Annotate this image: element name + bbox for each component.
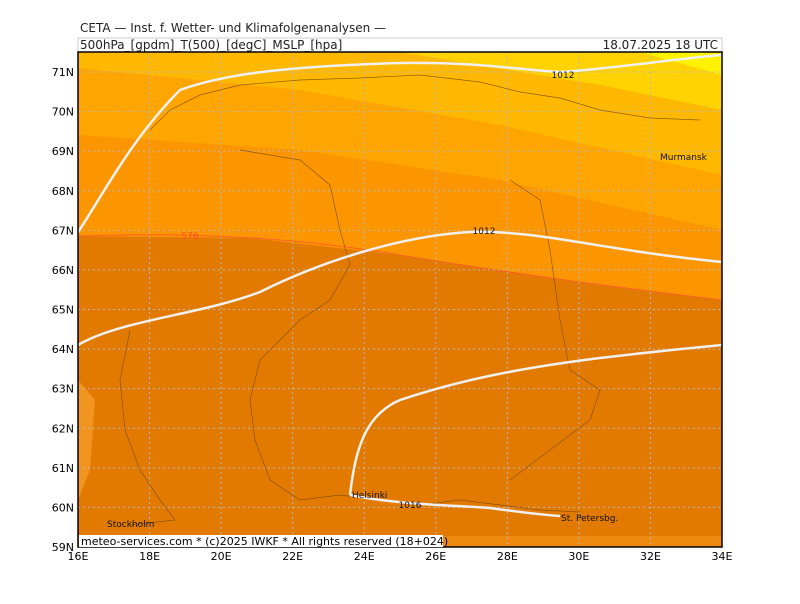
lon-label: 16E bbox=[68, 550, 89, 563]
footer: meteo-services.com * (c)2025 IWKF * All … bbox=[81, 535, 448, 548]
lon-label: 24E bbox=[354, 550, 375, 563]
valid-time: 18.07.2025 18 UTC bbox=[603, 38, 718, 52]
city-label: Helsinki bbox=[352, 491, 387, 501]
lon-label: 26E bbox=[425, 550, 446, 563]
coastline bbox=[119, 74, 701, 526]
lat-label: 60N bbox=[52, 501, 74, 514]
city-label: St. Petersbg. bbox=[561, 514, 618, 524]
lat-label: 64N bbox=[52, 343, 74, 356]
lat-label: 63N bbox=[52, 383, 74, 396]
contour-label: 576 bbox=[181, 232, 198, 242]
city-label: Stockholm bbox=[107, 520, 154, 530]
parameters: 500hPa_[gpdm]_T(500)_[degC]_MSLP_[hpa] bbox=[80, 38, 342, 52]
grid bbox=[78, 52, 722, 547]
isotherm bbox=[78, 234, 722, 301]
header-title: CETA — Inst. f. Wetter- und Klimafolgena… bbox=[80, 21, 386, 35]
isobar bbox=[78, 53, 722, 233]
band bbox=[78, 52, 722, 175]
lon-label: 22E bbox=[282, 550, 303, 563]
band bbox=[400, 52, 722, 110]
contour-label: 1012 bbox=[552, 71, 575, 81]
lon-label: 32E bbox=[640, 550, 661, 563]
lat-label: 67N bbox=[52, 224, 74, 237]
lon-label: 28E bbox=[497, 550, 518, 563]
lon-label: 30E bbox=[568, 550, 589, 563]
lon-label: 20E bbox=[211, 550, 232, 563]
lat-label: 66N bbox=[52, 264, 74, 277]
lat-label: 61N bbox=[52, 462, 74, 475]
isobar bbox=[348, 343, 722, 496]
lat-label: 59N bbox=[52, 541, 74, 554]
contour-label: 1016 bbox=[399, 501, 422, 511]
lon-label: 34E bbox=[712, 550, 733, 563]
map-area bbox=[78, 52, 722, 547]
lat-label: 65N bbox=[52, 304, 74, 317]
lat-label: 71N bbox=[52, 66, 74, 79]
lat-label: 68N bbox=[52, 185, 74, 198]
lat-label: 62N bbox=[52, 422, 74, 435]
city-label: Murmansk bbox=[660, 153, 708, 163]
lat-label: 69N bbox=[52, 145, 74, 158]
contour-label: 1012 bbox=[473, 227, 496, 237]
footer-box bbox=[79, 535, 443, 547]
band bbox=[78, 380, 95, 500]
lon-label: 18E bbox=[139, 550, 160, 563]
lat-label: 70N bbox=[52, 106, 74, 119]
isobar bbox=[78, 230, 722, 347]
isobar bbox=[349, 493, 561, 518]
